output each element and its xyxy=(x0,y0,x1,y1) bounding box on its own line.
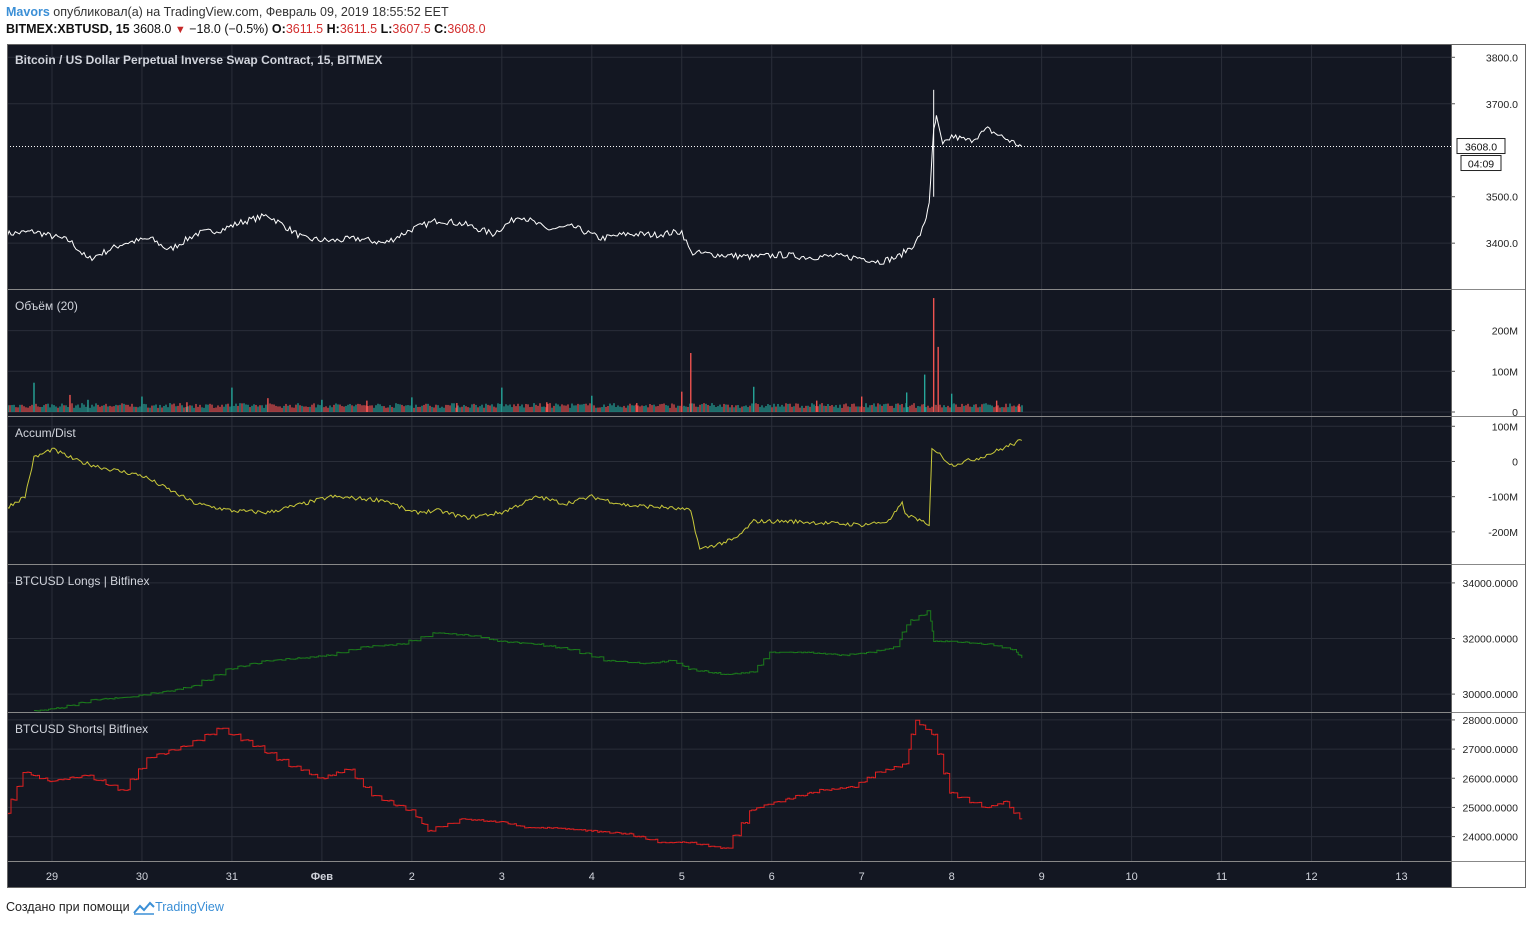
high-label: H: xyxy=(326,22,340,36)
y-tick-label: 100M xyxy=(1492,366,1518,378)
x-tick-label: 11 xyxy=(1216,871,1227,883)
footer: Создано при помощи TradingView xyxy=(6,900,224,915)
symbol-line: BITMEX:XBTUSD, 15 3608.0 ▼ −18.0 (−0.5%)… xyxy=(6,22,486,36)
x-tick-label: 30 xyxy=(136,871,148,883)
time-scale-strip xyxy=(7,862,1451,888)
x-tick-label: Фев xyxy=(311,871,334,883)
x-tick-label: 5 xyxy=(679,871,685,883)
last-price: 3608.0 xyxy=(133,22,172,36)
y-tick-label: 32000.0000 xyxy=(1463,634,1519,646)
series-line xyxy=(6,115,1023,265)
open-label: O: xyxy=(271,22,286,36)
publication-line: Mavors опубликовал(а) на TradingView.com… xyxy=(6,5,449,19)
x-tick-label: 10 xyxy=(1125,871,1137,883)
y-tick-label: 3400.0 xyxy=(1486,238,1518,250)
panel-title: Accum/Dist xyxy=(15,426,76,440)
panel-title: BTCUSD Longs | Bitfinex xyxy=(15,574,150,588)
series-line xyxy=(6,439,1022,550)
y-tick-label: 3500.0 xyxy=(1486,192,1518,204)
low-value: 3607.5 xyxy=(392,22,431,36)
x-tick-label: 9 xyxy=(1039,871,1045,883)
low-label: L: xyxy=(380,22,393,36)
chart-frame xyxy=(7,44,1526,888)
x-tick-label: 13 xyxy=(1395,871,1407,883)
y-tick-label: 28000.0000 xyxy=(1463,715,1519,727)
open-value: 3611.5 xyxy=(285,22,324,36)
y-tick-label: 25000.0000 xyxy=(1463,802,1519,814)
last-price-label: 3608.0 xyxy=(1465,142,1497,154)
x-tick-label: 2 xyxy=(409,871,415,883)
y-tick-label: 3800.0 xyxy=(1486,52,1518,64)
panel-title: Bitcoin / US Dollar Perpetual Inverse Sw… xyxy=(15,53,382,67)
y-tick-label: -100M xyxy=(1488,492,1518,504)
symbol-label: BITMEX:XBTUSD, 15 xyxy=(6,22,130,36)
author-link[interactable]: Mavors xyxy=(6,5,50,19)
high-value: 3611.5 xyxy=(339,22,378,36)
tradingview-logo-icon xyxy=(133,901,155,915)
y-tick-label: 24000.0000 xyxy=(1463,832,1519,844)
price-change: −18.0 (−0.5%) xyxy=(189,22,269,36)
x-tick-label: 6 xyxy=(769,871,775,883)
x-tick-label: 4 xyxy=(589,871,595,883)
y-tick-label: 200M xyxy=(1492,326,1518,338)
y-tick-label: 3700.0 xyxy=(1486,99,1518,111)
panel-title: Объём (20) xyxy=(15,299,78,313)
x-tick-label: 29 xyxy=(46,871,58,883)
close-label: C: xyxy=(434,22,448,36)
y-tick-label: -200M xyxy=(1488,527,1518,539)
series-line xyxy=(7,719,1023,849)
countdown-label: 04:09 xyxy=(1468,159,1494,171)
footer-text: Создано при помощи xyxy=(6,900,130,914)
down-triangle-icon: ▼ xyxy=(174,24,186,36)
y-tick-label: 27000.0000 xyxy=(1463,744,1519,756)
price-scale-background xyxy=(1451,44,1526,862)
x-tick-label: 8 xyxy=(949,871,955,883)
y-tick-label: 0 xyxy=(1512,407,1518,419)
countdown-tag xyxy=(1460,155,1502,172)
x-tick-label: 3 xyxy=(499,871,505,883)
published-text: опубликовал(а) на TradingView.com, Февра… xyxy=(53,5,449,19)
x-tick-label: 12 xyxy=(1305,871,1317,883)
panel-title: BTCUSD Shorts| Bitfinex xyxy=(15,722,148,736)
y-tick-label: 30000.0000 xyxy=(1463,689,1519,701)
y-tick-label: 26000.0000 xyxy=(1463,773,1519,785)
x-tick-label: 7 xyxy=(859,871,865,883)
y-tick-label: 100M xyxy=(1492,421,1518,433)
series-line xyxy=(34,610,1023,712)
y-tick-label: 34000.0000 xyxy=(1463,578,1519,590)
footer-brand-link[interactable]: TradingView xyxy=(155,900,224,914)
x-tick-label: 31 xyxy=(226,871,238,883)
close-value: 3608.0 xyxy=(447,22,486,36)
last-price-tag xyxy=(1456,138,1506,155)
chart-background xyxy=(7,44,1451,888)
y-tick-label: 0 xyxy=(1512,456,1518,468)
